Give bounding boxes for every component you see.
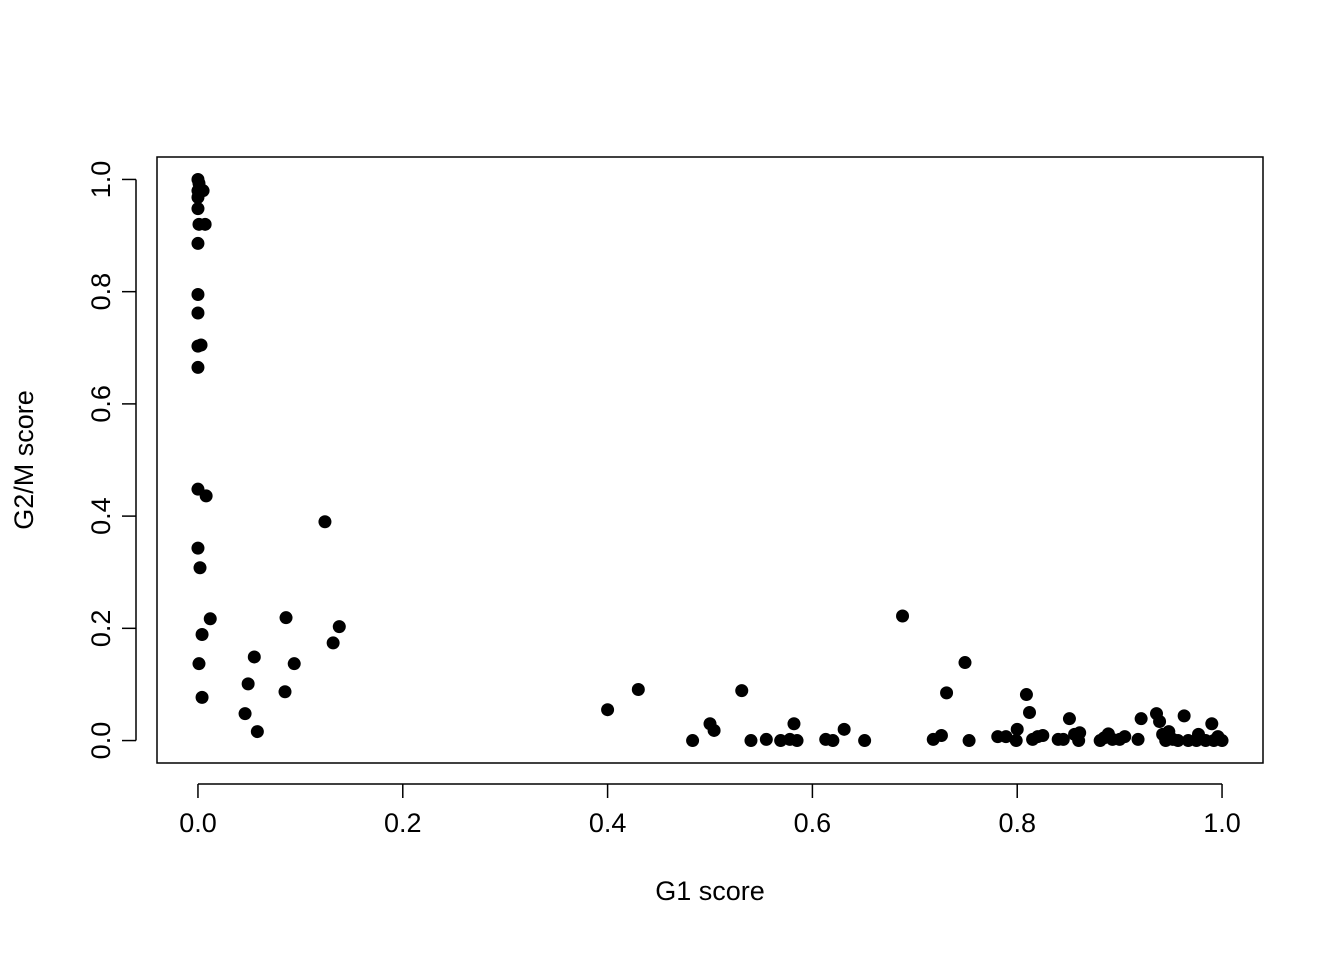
y-tick-label: 1.0 bbox=[86, 161, 116, 199]
x-axis-label: G1 score bbox=[655, 876, 765, 906]
point bbox=[1023, 706, 1037, 719]
point bbox=[278, 685, 292, 699]
point bbox=[1062, 712, 1076, 726]
point bbox=[193, 561, 207, 575]
point bbox=[199, 489, 213, 503]
point bbox=[238, 707, 252, 721]
x-tick-label: 0.0 bbox=[179, 808, 217, 838]
point bbox=[198, 217, 212, 231]
point bbox=[191, 287, 205, 301]
point bbox=[826, 734, 840, 748]
point bbox=[940, 686, 954, 700]
point bbox=[787, 717, 801, 731]
point bbox=[247, 650, 261, 664]
point bbox=[194, 338, 208, 352]
y-tick-label: 0.0 bbox=[86, 722, 116, 760]
point bbox=[759, 732, 773, 746]
point bbox=[191, 360, 205, 374]
point bbox=[195, 690, 209, 704]
point bbox=[1171, 734, 1185, 748]
point bbox=[191, 541, 205, 555]
x-tick-label: 1.0 bbox=[1203, 808, 1241, 838]
point bbox=[962, 734, 976, 748]
point bbox=[1131, 732, 1145, 746]
point bbox=[1153, 714, 1167, 728]
point bbox=[896, 609, 910, 623]
point bbox=[1118, 730, 1132, 744]
point bbox=[790, 734, 804, 748]
point bbox=[934, 729, 948, 743]
point bbox=[195, 628, 209, 642]
point bbox=[707, 723, 721, 737]
point bbox=[203, 612, 217, 626]
point bbox=[318, 515, 332, 529]
x-tick-label: 0.4 bbox=[589, 808, 627, 838]
point bbox=[191, 306, 205, 320]
point bbox=[191, 202, 205, 216]
point bbox=[1056, 732, 1070, 746]
point bbox=[1072, 734, 1086, 748]
point bbox=[858, 734, 872, 748]
point bbox=[1019, 688, 1033, 702]
point bbox=[1205, 717, 1219, 731]
point bbox=[1036, 729, 1050, 743]
y-tick-label: 0.4 bbox=[86, 497, 116, 535]
point bbox=[837, 722, 851, 736]
point bbox=[326, 636, 340, 650]
point bbox=[744, 734, 758, 748]
point bbox=[1177, 709, 1191, 723]
point bbox=[191, 236, 205, 250]
point bbox=[1010, 722, 1024, 736]
point bbox=[686, 734, 700, 748]
point bbox=[1134, 712, 1148, 726]
y-tick-label: 0.6 bbox=[86, 385, 116, 423]
point bbox=[192, 657, 206, 671]
x-tick-label: 0.6 bbox=[794, 808, 832, 838]
point bbox=[191, 190, 205, 204]
point bbox=[631, 682, 645, 696]
y-axis-label: G2/M score bbox=[9, 390, 39, 530]
point bbox=[332, 620, 346, 634]
point bbox=[241, 677, 255, 691]
point bbox=[287, 657, 301, 671]
point bbox=[601, 703, 615, 717]
point bbox=[250, 725, 264, 739]
point bbox=[1215, 734, 1229, 748]
y-tick-label: 0.8 bbox=[86, 273, 116, 311]
y-tick-label: 0.2 bbox=[86, 610, 116, 648]
x-tick-label: 0.2 bbox=[384, 808, 422, 838]
point bbox=[735, 684, 749, 698]
point bbox=[1009, 734, 1023, 748]
x-tick-label: 0.8 bbox=[998, 808, 1036, 838]
point bbox=[958, 656, 972, 670]
point bbox=[279, 611, 293, 625]
point bbox=[999, 730, 1013, 744]
plot-frame bbox=[156, 156, 1264, 764]
